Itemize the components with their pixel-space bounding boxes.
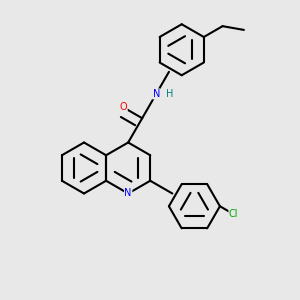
Text: N: N	[152, 89, 160, 99]
Text: Cl: Cl	[229, 209, 238, 219]
Text: N: N	[124, 188, 132, 199]
Text: O: O	[120, 102, 127, 112]
Text: H: H	[166, 89, 173, 99]
